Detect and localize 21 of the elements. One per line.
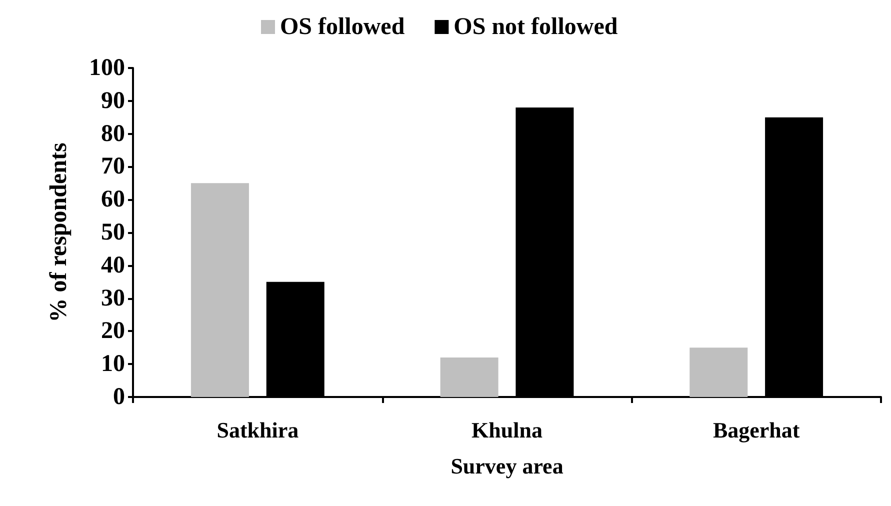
x-tick-label: Satkhira	[216, 418, 299, 442]
y-tick-label: 70	[101, 154, 125, 180]
y-tick-label: 20	[101, 318, 125, 344]
y-tick-label: 40	[101, 252, 125, 278]
y-tick-label: 60	[101, 186, 125, 213]
legend-label: OS not followed	[454, 14, 618, 40]
x-axis-title: Survey area	[450, 454, 564, 478]
y-tick-label: 30	[101, 285, 125, 312]
y-tick-label: 80	[101, 120, 125, 147]
y-tick-label: 90	[101, 88, 125, 114]
y-tick-label: 10	[101, 351, 125, 378]
y-axis-title: % of respondents	[46, 142, 72, 322]
bar	[190, 183, 249, 397]
bar	[690, 348, 748, 397]
legend-label: OS followed	[280, 14, 406, 40]
x-tick-label: Bagerhat	[712, 418, 800, 442]
x-tick-label: Khulna	[472, 418, 542, 442]
y-tick-label: 50	[101, 220, 125, 246]
bar	[440, 358, 498, 397]
y-tick-label: 100	[89, 55, 125, 81]
y-tick-label: 0	[113, 384, 125, 410]
